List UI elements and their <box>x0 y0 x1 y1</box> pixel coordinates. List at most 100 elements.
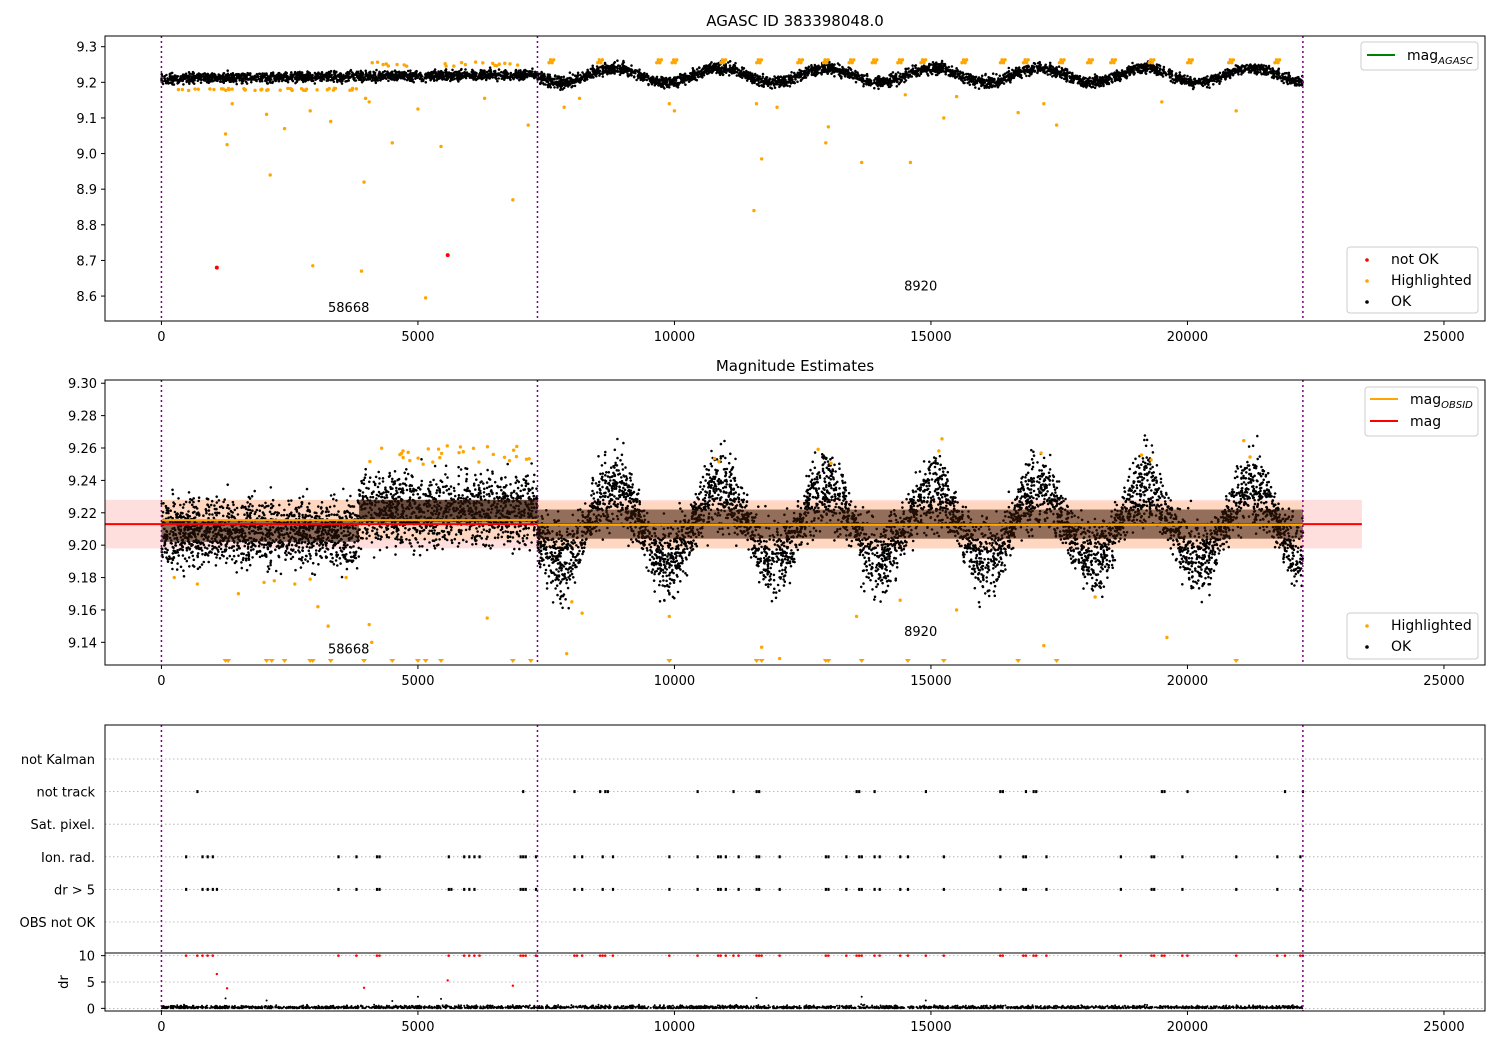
dr-high-point <box>598 954 602 957</box>
dr-point <box>224 997 227 1000</box>
dr-high-point <box>1024 954 1028 957</box>
flag-point <box>201 887 204 891</box>
highlighted-point <box>423 296 428 300</box>
flag-point <box>378 855 381 859</box>
highlighted-point <box>221 87 225 91</box>
not-ok-point <box>214 265 219 270</box>
highlighted-point <box>547 61 551 65</box>
highlighted-point <box>1152 58 1156 62</box>
flag-point <box>601 887 604 891</box>
flag-point <box>899 855 902 859</box>
highlighted-point <box>265 88 269 92</box>
off-scale-marker <box>1053 659 1060 663</box>
highlighted-point <box>327 86 331 91</box>
highlighted-point <box>922 61 926 65</box>
flag-point <box>827 855 830 859</box>
mag-legend-label: mag <box>1410 414 1441 430</box>
flag-point <box>450 887 453 891</box>
dr-high-point <box>1234 954 1238 957</box>
x-tick-label: 15000 <box>910 330 951 345</box>
highlighted-point <box>524 457 529 461</box>
highlighted-point <box>421 462 425 466</box>
flag-label: not Kalman <box>21 753 95 768</box>
flag-point <box>732 790 735 794</box>
dr-high-point <box>603 954 607 957</box>
dr-high-point <box>1160 954 1164 957</box>
highlighted-point <box>253 88 257 93</box>
highlighted-point <box>491 61 495 66</box>
flag-point <box>724 887 727 891</box>
flag-point <box>524 887 527 891</box>
highlighted-point <box>286 86 290 91</box>
dr-high-point <box>845 954 848 957</box>
y-tick-label: 9.28 <box>68 410 97 425</box>
flag-point <box>737 887 740 891</box>
dense-core <box>358 499 538 523</box>
dr-y-tick-label: 0 <box>87 1002 95 1017</box>
dr-high-point <box>601 954 604 957</box>
highlighted-point <box>260 87 264 91</box>
flag-point <box>519 855 522 859</box>
highlighted-point <box>457 450 461 455</box>
dr-high-point <box>211 954 215 957</box>
flag-point <box>378 887 381 891</box>
flag-point <box>737 855 740 859</box>
flag-point <box>573 887 576 891</box>
highlighted-point <box>1160 100 1164 104</box>
highlighted-point <box>1039 451 1043 455</box>
highlighted-point <box>800 58 805 62</box>
highlighted-point <box>923 58 928 62</box>
highlighted-point <box>230 101 234 106</box>
highlighted-point <box>656 58 660 62</box>
flag-point <box>873 855 876 859</box>
dr-high-point <box>201 954 204 957</box>
flag-point <box>375 855 379 859</box>
flag-point <box>1035 790 1038 794</box>
flag-point <box>581 855 584 859</box>
highlighted-point <box>502 455 507 460</box>
dr-point <box>755 996 758 999</box>
dr-high-point <box>534 954 538 957</box>
dr-high-point <box>873 954 876 957</box>
flag-label: not track <box>36 786 95 801</box>
flag-point <box>1022 887 1025 891</box>
flag-point <box>355 855 358 859</box>
flag-point <box>873 790 876 794</box>
flag-point <box>1299 887 1302 891</box>
flag-point <box>522 855 525 859</box>
highlighted-point <box>463 62 468 67</box>
flag-point <box>185 887 188 891</box>
highlighted-point <box>562 105 566 109</box>
highlighted-point <box>1054 123 1059 127</box>
panel2-legend-points: Highlighted OK <box>1346 612 1479 660</box>
off-scale-marker <box>327 659 334 663</box>
off-scale-marker <box>389 659 396 663</box>
ok-legend-marker-2 <box>1365 645 1369 649</box>
flag-point <box>206 887 209 891</box>
x-tick-label: 10000 <box>654 1020 695 1035</box>
highlighted-point <box>712 456 717 461</box>
panel1-legend-points: not OK Highlighted OK <box>1346 246 1479 314</box>
highlighted-point <box>954 94 959 99</box>
dr-high-point <box>580 954 584 957</box>
highlighted-point <box>675 58 679 62</box>
highlighted-point <box>659 58 664 62</box>
x-tick-label: 0 <box>157 674 165 689</box>
x-tick-label: 0 <box>157 330 165 345</box>
highlighted-point <box>565 651 569 656</box>
highlighted-point <box>303 88 308 93</box>
flag-point <box>1276 887 1279 891</box>
highlighted-point <box>1026 58 1030 62</box>
dr-point <box>416 995 419 998</box>
highlighted-point <box>875 58 879 62</box>
flag-point <box>758 855 761 859</box>
highlighted-point <box>1059 58 1063 62</box>
highlighted-point <box>395 62 399 67</box>
flag-point <box>696 887 699 891</box>
dr-axis-label: dr <box>57 975 72 989</box>
highlighted-point <box>722 61 726 65</box>
highlighted-point <box>390 141 394 145</box>
y-tick-label: 8.8 <box>76 219 97 234</box>
flag-point <box>717 887 720 891</box>
y-tick-label: 8.7 <box>76 254 97 269</box>
